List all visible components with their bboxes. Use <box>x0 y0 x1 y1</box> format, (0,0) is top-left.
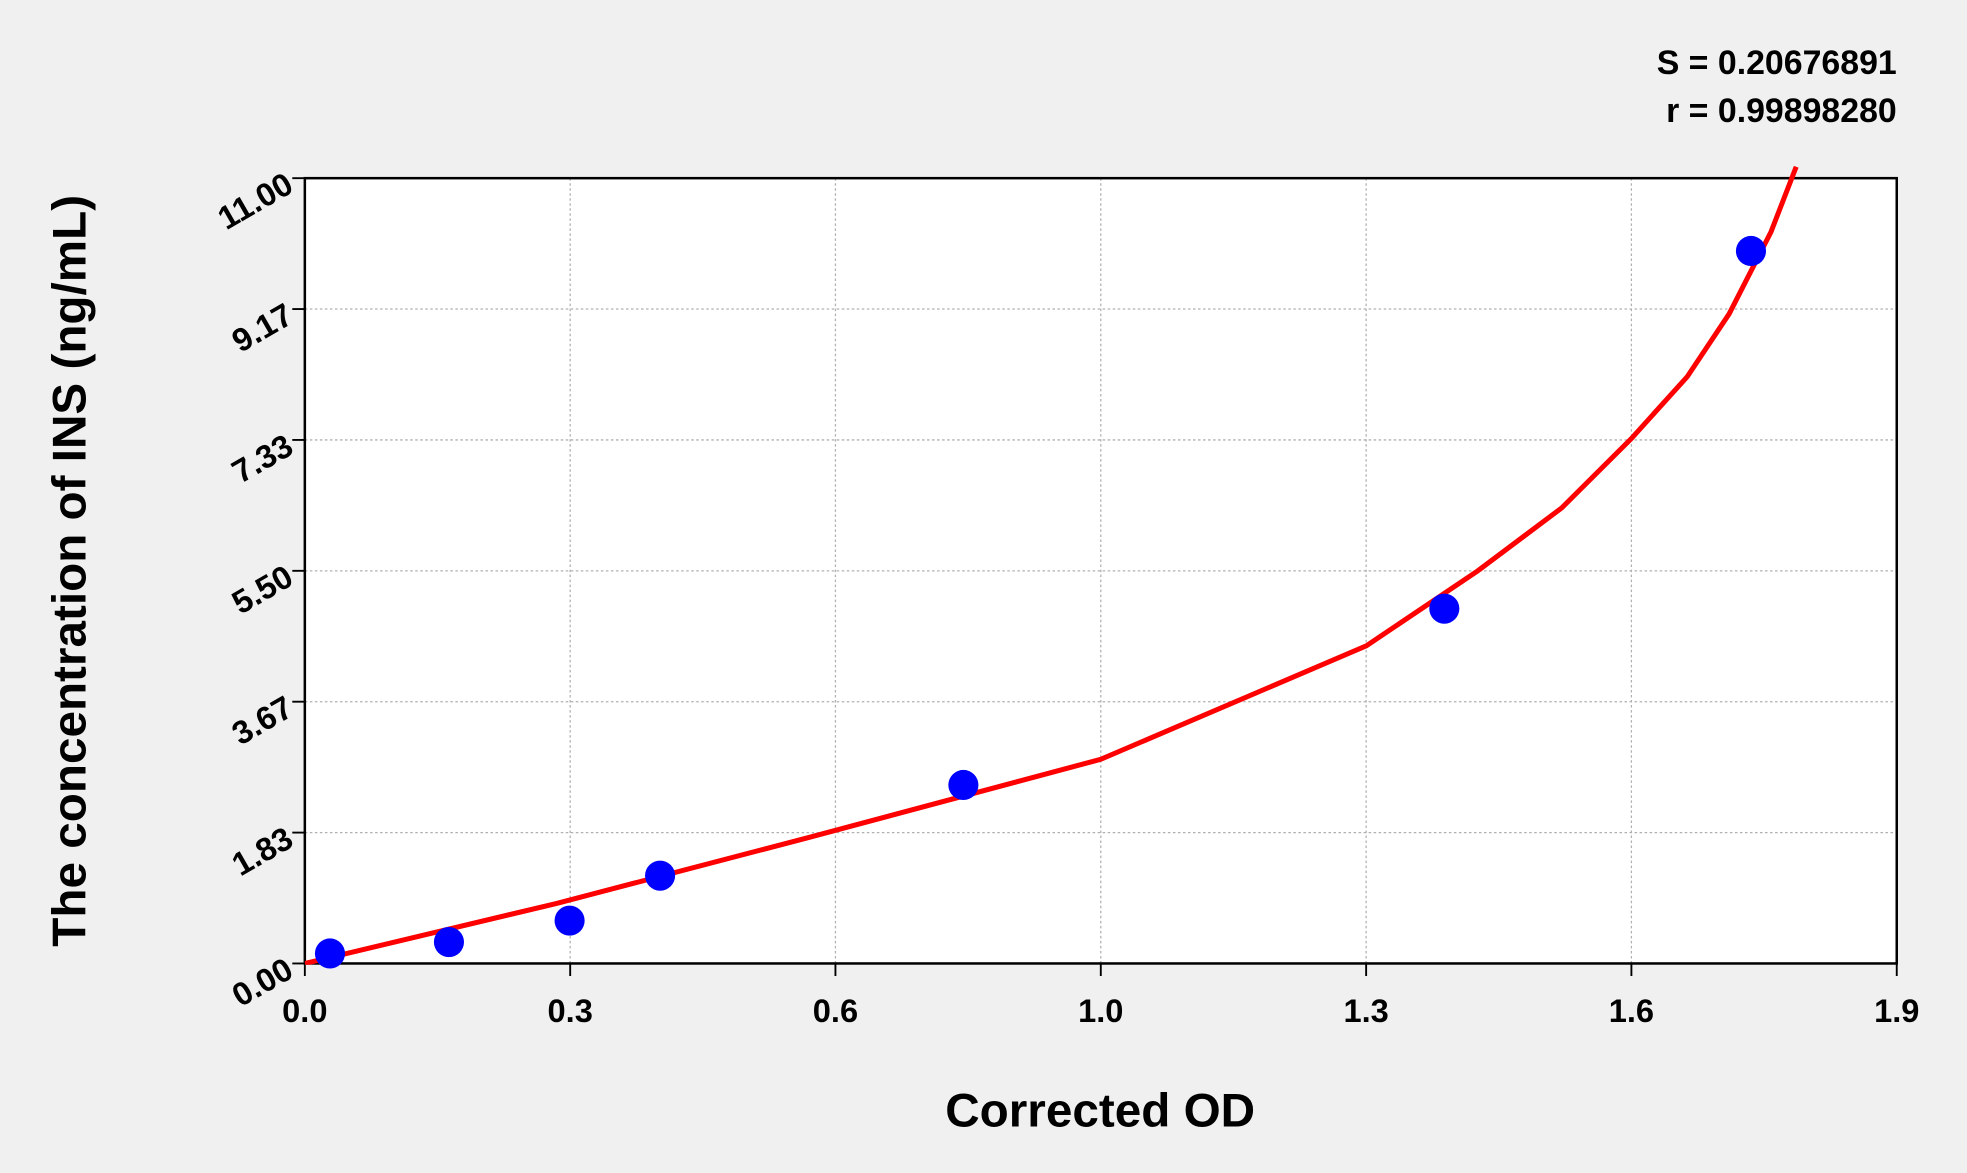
x-tick-label: 1.9 <box>1874 992 1919 1029</box>
y-axis-label: The concentration of INS (ng/mL) <box>43 195 96 947</box>
x-tick-label: 1.0 <box>1078 992 1123 1029</box>
annotation: r = 0.99898280 <box>1666 92 1897 130</box>
data-point <box>314 938 346 969</box>
x-tick-label: 0.3 <box>548 992 593 1029</box>
y-tick-label: 5.50 <box>225 557 298 621</box>
y-tick-label: 9.17 <box>225 296 298 360</box>
x-tick-label: 0.6 <box>813 992 858 1029</box>
data-point <box>948 769 979 801</box>
y-tick-label: 3.67 <box>225 688 298 752</box>
fit-curve <box>304 165 1799 965</box>
x-tick-label: 1.3 <box>1343 992 1388 1029</box>
data-point <box>433 926 464 958</box>
y-tick-label: 1.83 <box>225 819 298 883</box>
plot-layer <box>304 165 1799 965</box>
data-point <box>1735 235 1767 267</box>
x-tick-label: 1.6 <box>1609 992 1654 1029</box>
data-point <box>645 860 676 891</box>
data-point <box>1429 593 1460 624</box>
plot-frame <box>303 176 1899 965</box>
annotation: S = 0.20676891 <box>1657 44 1897 82</box>
x-tick-label: 0.0 <box>282 992 327 1029</box>
data-point <box>554 905 585 936</box>
y-tick-label: 7.33 <box>225 426 298 490</box>
y-tick-label: 11.00 <box>211 165 299 237</box>
x-axis-label: Corrected OD <box>945 1085 1255 1138</box>
